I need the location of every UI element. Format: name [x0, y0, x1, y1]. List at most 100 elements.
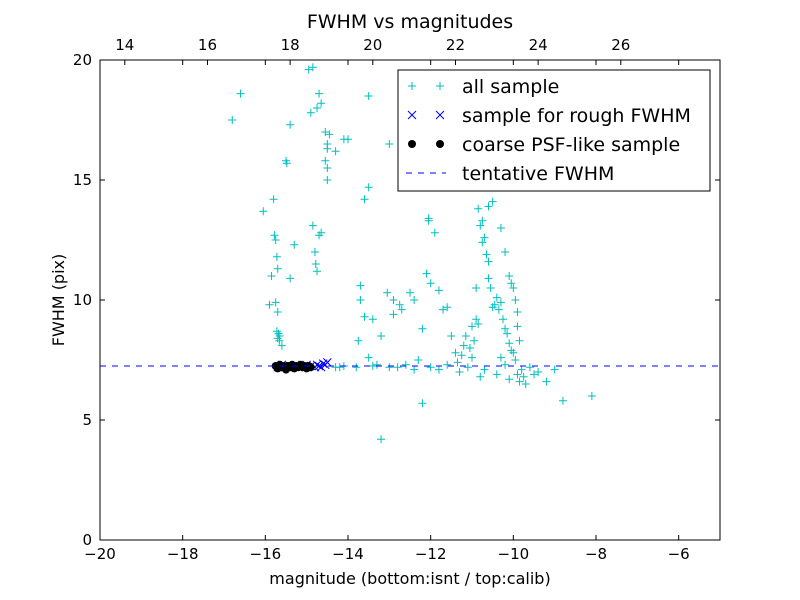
all-sample-point	[344, 135, 352, 144]
all-sample-point	[331, 147, 340, 156]
all-sample-point	[503, 329, 512, 338]
all-sample-point	[271, 236, 280, 244]
all-sample-point	[313, 267, 321, 276]
all-sample-point	[472, 284, 481, 292]
all-sample-point	[430, 228, 439, 237]
coarse-psf-point	[306, 363, 315, 372]
series-coarse-psf	[271, 360, 315, 374]
all-sample-point	[360, 195, 369, 204]
all-sample-point	[443, 360, 452, 369]
all-sample-point	[484, 257, 493, 266]
all-sample-point	[509, 284, 518, 292]
all-sample-point	[426, 363, 435, 372]
all-sample-point	[323, 176, 332, 184]
all-sample-point	[414, 356, 423, 364]
all-sample-point	[321, 156, 330, 165]
all-sample-point	[468, 353, 476, 362]
all-sample-point	[259, 207, 268, 216]
x-tick-label: −10	[498, 545, 530, 563]
x-tick-label: −16	[250, 545, 282, 563]
all-sample-point	[501, 324, 510, 333]
all-sample-point	[443, 303, 452, 312]
all-sample-point	[509, 348, 518, 357]
all-sample-point	[308, 221, 317, 230]
all-sample-point	[496, 298, 505, 307]
all-sample-point	[501, 360, 510, 369]
all-sample-point	[494, 305, 503, 314]
all-sample-point	[542, 377, 551, 386]
all-sample-point	[273, 308, 282, 316]
rough-fwhm-point	[322, 358, 332, 367]
all-sample-point	[468, 322, 476, 331]
all-sample-point	[270, 231, 279, 240]
all-sample-point	[356, 281, 365, 290]
y-tick-label: 15	[73, 171, 92, 189]
all-sample-point	[492, 293, 501, 302]
all-sample-point	[496, 224, 505, 232]
all-sample-point	[317, 99, 326, 108]
all-sample-point	[447, 332, 456, 340]
x-tick-label: −20	[84, 545, 116, 563]
all-sample-point	[513, 308, 522, 316]
all-sample-point	[455, 368, 464, 376]
all-sample-point	[310, 248, 319, 256]
all-sample-point	[515, 336, 524, 345]
all-sample-point	[490, 300, 499, 309]
all-sample-point	[513, 322, 522, 331]
all-sample-point	[534, 368, 543, 376]
all-sample-point	[272, 252, 281, 261]
all-sample-point	[286, 120, 295, 129]
all-sample-point	[269, 195, 278, 204]
all-sample-point	[308, 63, 317, 72]
all-sample-point	[439, 305, 448, 314]
all-sample-point	[558, 396, 567, 405]
x-tick-label: −8	[585, 545, 607, 563]
y-tick-label: 10	[73, 291, 92, 309]
all-sample-point	[457, 351, 466, 360]
top-tick-label: 24	[529, 36, 548, 54]
all-sample-point	[406, 288, 414, 297]
all-sample-point	[228, 116, 237, 124]
legend-label-coarse: coarse PSF-like sample	[462, 134, 680, 156]
x-tick-label: −18	[167, 545, 199, 563]
all-sample-point	[323, 144, 332, 153]
top-tick-label: 16	[198, 36, 217, 54]
all-sample-point	[389, 296, 398, 304]
all-sample-point	[286, 274, 295, 283]
all-sample-point	[488, 197, 497, 206]
all-sample-point	[401, 360, 410, 369]
all-sample-point	[364, 92, 373, 100]
legend-frame	[397, 69, 711, 192]
all-sample-point	[236, 89, 245, 98]
all-sample-point	[476, 221, 485, 230]
legend-label-tentative: tentative FWHM	[462, 163, 614, 185]
all-sample-point	[478, 238, 487, 247]
all-sample-point	[453, 358, 462, 367]
all-sample-point	[480, 233, 489, 242]
legend-label-rough: sample for rough FWHM	[462, 105, 691, 127]
all-sample-point	[515, 377, 524, 386]
all-sample-point	[325, 130, 334, 139]
all-sample-point	[306, 108, 315, 117]
all-sample-point	[422, 269, 431, 278]
all-sample-point	[418, 399, 427, 408]
all-sample-point	[393, 363, 402, 372]
legend-marker-all-sample	[408, 82, 416, 90]
legend-marker-coarse	[436, 140, 444, 148]
all-sample-point	[273, 264, 282, 273]
all-sample-point	[496, 353, 505, 362]
all-sample-point	[389, 310, 398, 319]
all-sample-point	[397, 305, 406, 314]
y-tick-label: 5	[82, 411, 92, 429]
all-sample-point	[505, 272, 514, 280]
legend-marker-rough	[407, 110, 417, 120]
all-sample-point	[470, 336, 479, 345]
all-sample-point	[484, 274, 493, 283]
x-axis-label: magnitude (bottom:isnt / top:calib)	[269, 569, 550, 588]
top-tick-label: 14	[115, 36, 134, 54]
all-sample-point	[267, 272, 276, 280]
all-sample-point	[265, 300, 274, 309]
all-sample-point	[459, 341, 468, 350]
all-sample-point	[480, 365, 489, 374]
